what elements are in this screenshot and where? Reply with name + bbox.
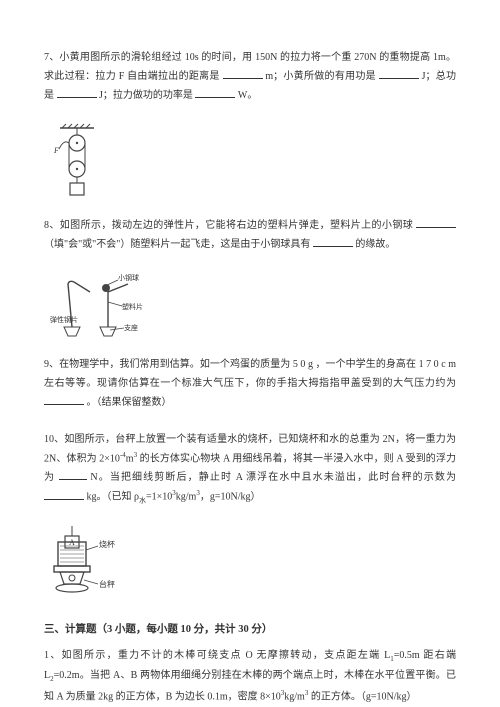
q7-text-b: m；小黄所做的有用功是 — [265, 71, 376, 82]
blank — [44, 489, 84, 500]
question-7: 7、小黄用图所示的滑轮组经过 10s 的时间，用 150N 的拉力将一个重 27… — [44, 48, 456, 105]
section-3-header: 三、计算题（3 小题，每小题 10 分，共计 30 分） — [44, 621, 456, 636]
q10-text-e: kg。（已知 ρ — [87, 492, 140, 503]
q10-figure: A 烧杯 台秤 — [50, 526, 456, 607]
blank — [379, 68, 419, 79]
q10-text-f: =1×10 — [146, 492, 172, 503]
q8-figure: 小钢球 塑料片 支座 弹性钢片 — [50, 272, 456, 345]
q8-text-c: 的缘故。 — [355, 239, 395, 250]
q9-text-b: 。（结果保留整数） — [87, 397, 172, 408]
elastic-icon: 小钢球 塑料片 支座 弹性钢片 — [50, 272, 170, 340]
svg-text:小钢球: 小钢球 — [118, 273, 139, 282]
svg-text:烧杯: 烧杯 — [99, 539, 115, 549]
blank — [57, 87, 97, 98]
c1-text-a: 1、如图所示，重力不计的木棒可绕支点 O 无摩擦转动，支点距左端 L — [44, 650, 390, 661]
c1-text-d: kg/m — [284, 691, 305, 702]
svg-text:台秤: 台秤 — [99, 579, 115, 589]
sub: 水 — [139, 497, 146, 505]
q8-text-b: （填"会"或"不会"）随塑料片一起飞走，这是由于小钢球具有 — [44, 239, 310, 250]
question-8: 8、如图所示，拨动左边的弹性片，它能将右边的塑料片弹走，塑料片上的小钢球 （填"… — [44, 216, 456, 254]
scale-beaker-icon: A 烧杯 台秤 — [50, 526, 140, 602]
q10-text-d: N。当把细线剪断后，静止时 A 漂浮在水中且水未溢出，此时台秤的示数为 — [90, 472, 456, 483]
c1-text-e: 的正方体。（g=10N/kg） — [308, 691, 416, 702]
blank — [416, 217, 456, 228]
blank — [44, 394, 84, 405]
blank — [313, 236, 353, 247]
question-10: 10、如图所示，台秤上放置一个装有适量水的烧杯，已知烧杯和水的总重为 2N，将一… — [44, 430, 456, 508]
section-3-title: 三、计算题（3 小题，每小题 10 分，共计 30 分） — [44, 624, 272, 635]
blank — [223, 68, 263, 79]
question-9: 9、在物理学中，我们常用到估算。如一个鸡蛋的质量为 5 0 g ，一个中学生的身… — [44, 355, 456, 412]
svg-text:F: F — [53, 146, 59, 155]
svg-text:支座: 支座 — [124, 323, 138, 332]
q10-text-b: m — [126, 453, 134, 464]
blank — [59, 469, 87, 480]
calc-question-1: 1、如图所示，重力不计的木棒可绕支点 O 无摩擦转动，支点距左端 L1=0.5m… — [44, 646, 456, 706]
q7-figure: F — [50, 123, 456, 206]
q10-text-h: ，g=10N/kg） — [200, 492, 261, 503]
q10-text-g: kg/m — [176, 492, 197, 503]
q7-text-d: J；拉力做功的功率是 — [99, 90, 193, 101]
svg-text:弹性钢片: 弹性钢片 — [50, 315, 78, 324]
q9-text-a: 9、在物理学中，我们常用到估算。如一个鸡蛋的质量为 5 0 g ，一个中学生的身… — [44, 359, 456, 389]
pulley-icon: F — [50, 123, 100, 201]
blank — [195, 87, 235, 98]
q7-text-e: W。 — [238, 90, 257, 101]
svg-text:塑料片: 塑料片 — [122, 302, 143, 311]
q8-text-a: 8、如图所示，拨动左边的弹性片，它能将右边的塑料片弹走，塑料片上的小钢球 — [44, 220, 413, 231]
